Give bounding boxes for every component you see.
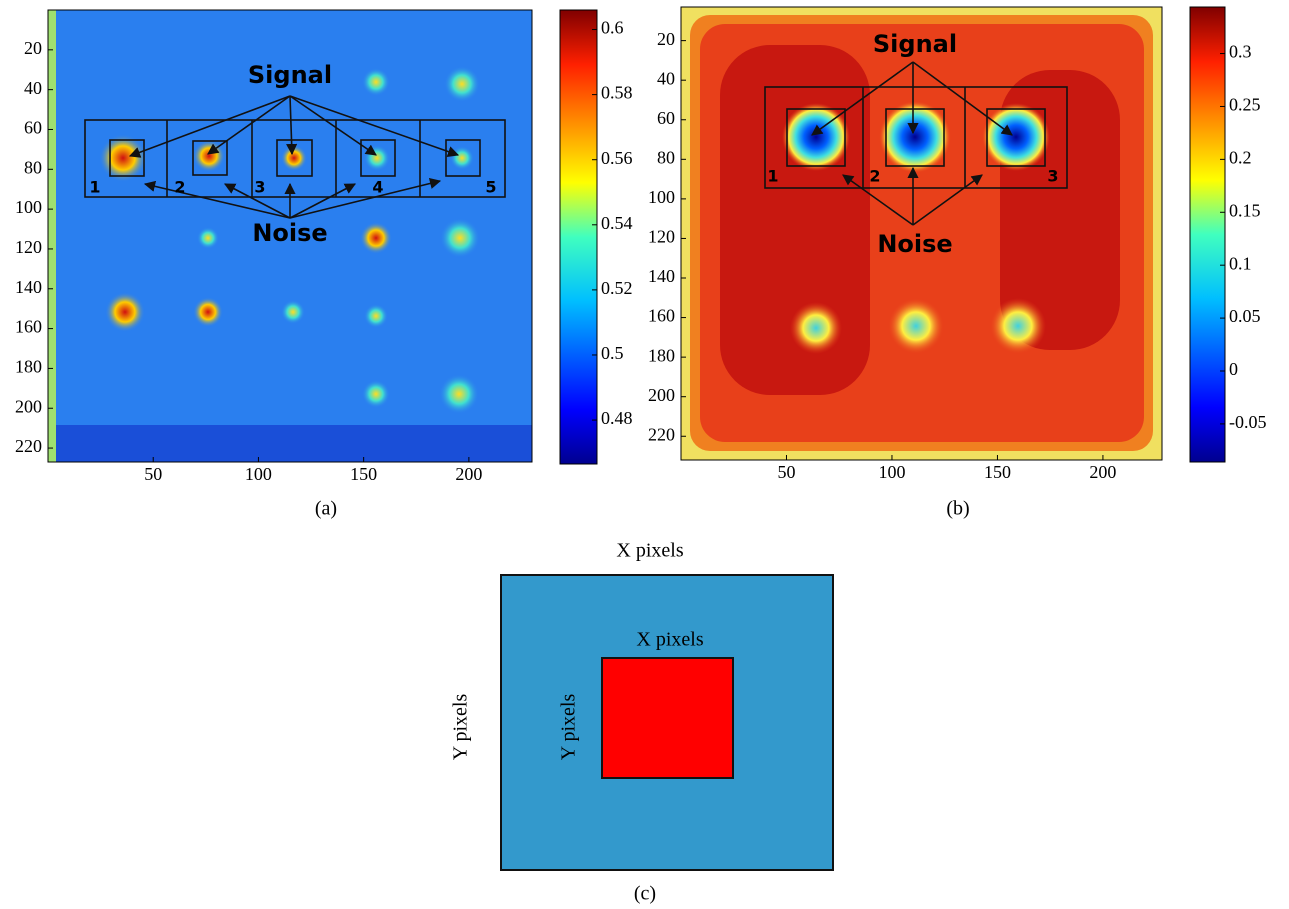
caption: (c) — [634, 883, 656, 905]
y-tick-label: 160 — [648, 306, 675, 326]
colorbar-tick-label: 0.05 — [1229, 306, 1261, 326]
y-tick-label: 140 — [648, 266, 675, 286]
noise-label: Noise — [877, 230, 952, 258]
y-tick-label: 180 — [15, 357, 42, 377]
y-tick-label: 220 — [15, 436, 42, 456]
caption: (a) — [315, 498, 337, 520]
region-label: 1 — [89, 178, 100, 197]
y-tick-label: 220 — [648, 424, 675, 444]
x-tick-label: 50 — [777, 462, 795, 482]
y-tick-label: 100 — [15, 197, 42, 217]
colorbar-tick-label: 0.5 — [601, 343, 624, 363]
x-tick-label: 150 — [350, 464, 377, 484]
region-label: 4 — [372, 178, 383, 197]
colorbar-tick-label: 0.25 — [1229, 95, 1261, 115]
heatmap-a — [47, 9, 533, 463]
colorbar-tick-label: 0 — [1229, 359, 1238, 379]
y-tick-label: 180 — [648, 345, 675, 365]
y-tick-label: 40 — [24, 78, 42, 98]
colorbar-tick-label: 0.15 — [1229, 200, 1261, 220]
y-tick-label: 60 — [24, 118, 42, 138]
signal-label: Signal — [248, 61, 332, 89]
y-tick-label: 140 — [15, 277, 42, 297]
caption: (b) — [946, 498, 969, 520]
signal-label: Signal — [873, 30, 957, 58]
colorbar-tick-label: 0.58 — [601, 83, 633, 103]
colorbar-tick-label: 0.48 — [601, 408, 633, 428]
region-label: 2 — [869, 167, 880, 186]
y-tick-label: 120 — [648, 227, 675, 247]
diagram-c: X pixels X pixels Y pixels Y pixels (c) — [450, 540, 834, 905]
y-tick-label: 80 — [24, 157, 42, 177]
y-tick-label: 40 — [657, 68, 675, 88]
colorbar — [1189, 6, 1226, 463]
region-label: 1 — [767, 167, 778, 186]
colorbar-tick-label: 0.1 — [1229, 253, 1252, 273]
y-tick-label: 200 — [15, 396, 42, 416]
colorbar-tick-label: -0.05 — [1229, 412, 1267, 432]
region-label: 3 — [254, 178, 265, 197]
colorbar-tick-label: 0.2 — [1229, 147, 1252, 167]
x-tick-label: 150 — [984, 462, 1011, 482]
colorbar-tick-label: 0.6 — [601, 18, 624, 38]
x-tick-label: 50 — [144, 464, 162, 484]
colorbar-tick-label: 0.52 — [601, 278, 633, 298]
x-tick-label: 100 — [245, 464, 272, 484]
y-tick-label: 20 — [24, 38, 42, 58]
y-tick-label: 100 — [648, 187, 675, 207]
colorbar-tick-label: 0.56 — [601, 148, 633, 168]
inner-height-label: Y pixels — [558, 694, 580, 761]
colorbar-tick-label: 0.54 — [601, 213, 633, 233]
x-tick-label: 200 — [455, 464, 482, 484]
y-tick-label: 80 — [657, 147, 675, 167]
outer-height-label: Y pixels — [450, 694, 472, 761]
region-label: 5 — [485, 178, 496, 197]
colorbar-tick-label: 0.3 — [1229, 42, 1252, 62]
inner-width-label: X pixels — [636, 629, 703, 651]
x-tick-label: 100 — [878, 462, 905, 482]
y-tick-label: 20 — [657, 29, 675, 49]
inner-region — [601, 657, 734, 779]
region-label: 2 — [174, 178, 185, 197]
y-tick-label: 120 — [15, 237, 42, 257]
outer-width-label: X pixels — [616, 540, 683, 562]
x-tick-label: 200 — [1089, 462, 1116, 482]
y-tick-label: 160 — [15, 317, 42, 337]
y-tick-label: 60 — [657, 108, 675, 128]
noise-label: Noise — [252, 219, 327, 247]
heatmap-b — [680, 6, 1163, 461]
y-tick-label: 200 — [648, 385, 675, 405]
colorbar — [559, 9, 598, 465]
region-label: 3 — [1047, 167, 1058, 186]
